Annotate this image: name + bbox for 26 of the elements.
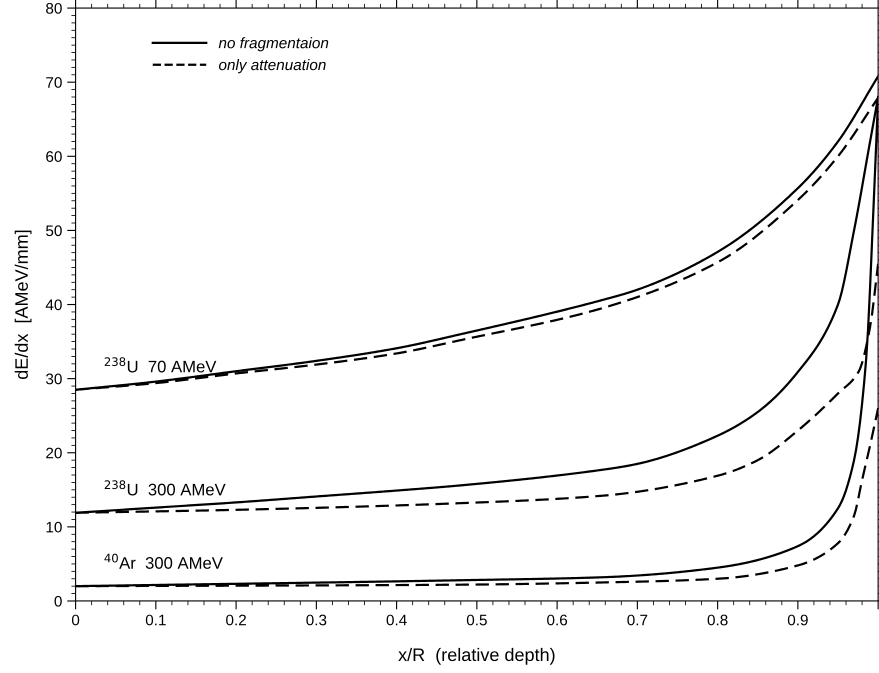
- y-tick-label: 0: [54, 596, 62, 607]
- x-tick-label: 0.4: [386, 614, 407, 626]
- legend-label: only attenuation: [218, 58, 326, 74]
- x-tick-label: 0.2: [226, 614, 246, 626]
- x-tick-label: 0: [72, 614, 80, 626]
- y-tick-label: 60: [46, 151, 62, 162]
- y-tick-label: 20: [46, 448, 62, 458]
- y-tick-label: 30: [46, 374, 62, 384]
- x-tick-label: 0.6: [547, 614, 568, 626]
- x-tick-label: 0.9: [788, 614, 808, 626]
- x-tick-label: 0.1: [146, 614, 166, 626]
- y-tick-label: 50: [46, 225, 62, 236]
- x-tick-label: 0.8: [708, 614, 728, 626]
- x-axis-title: x/R (relative depth): [398, 648, 555, 665]
- x-tick-label: 0.3: [306, 614, 326, 626]
- legend-label: no fragmentaion: [218, 37, 328, 52]
- y-tick-label: 70: [46, 77, 62, 88]
- y-tick-label: 10: [46, 522, 62, 533]
- annotation: $^{40}$Ar 300 AMeV: [104, 554, 223, 569]
- y-tick-label: 80: [46, 2, 62, 14]
- annotation: $^{238}$U 70 AMeV: [104, 357, 216, 372]
- x-tick-label: 0.5: [466, 614, 487, 626]
- y-axis-title: dE/dx [AMeV/mm]: [14, 230, 32, 380]
- annotation: $^{238}$U 300 AMeV: [104, 480, 226, 496]
- x-tick-label: 0.7: [627, 614, 648, 626]
- y-tick-label: 40: [46, 299, 62, 310]
